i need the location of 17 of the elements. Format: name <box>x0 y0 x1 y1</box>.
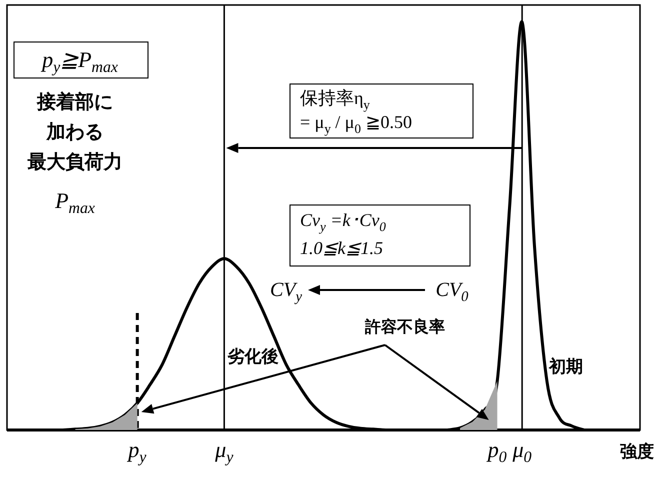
annotation: 接着部に <box>36 91 113 113</box>
annotation: 最大負荷力 <box>26 151 122 173</box>
text: 保持率η$_{y}$ = μ$_{y}$ / μ$_{0}$ ≧0.50 <box>300 88 412 136</box>
series-label: 劣化後 <box>226 347 278 366</box>
x-tick-label: μ$_{y}$ <box>214 437 234 466</box>
series-label: 初期 <box>548 357 583 376</box>
annotation: P$_{max}$ <box>54 188 95 217</box>
annotation: CV$_{y}$ <box>270 279 303 305</box>
x-tick-label: μ$_{0}$ <box>512 437 532 466</box>
annotation: 許容不良率 <box>364 317 445 336</box>
annotation: 加わる <box>46 121 104 143</box>
annotation: CV$_{0}$ <box>436 279 470 305</box>
x-axis-title: 強度 <box>620 442 654 461</box>
x-tick-label: p$_{0}$ <box>486 437 507 466</box>
x-tick-label: p$_{y}$ <box>126 437 148 466</box>
annotation: p$_{y}$≧P$_{max}$ <box>40 47 118 76</box>
annotation: Cv$_{y}$ =k･Cv$_{0}$ 1.0≦k≦1.5 <box>300 210 386 258</box>
